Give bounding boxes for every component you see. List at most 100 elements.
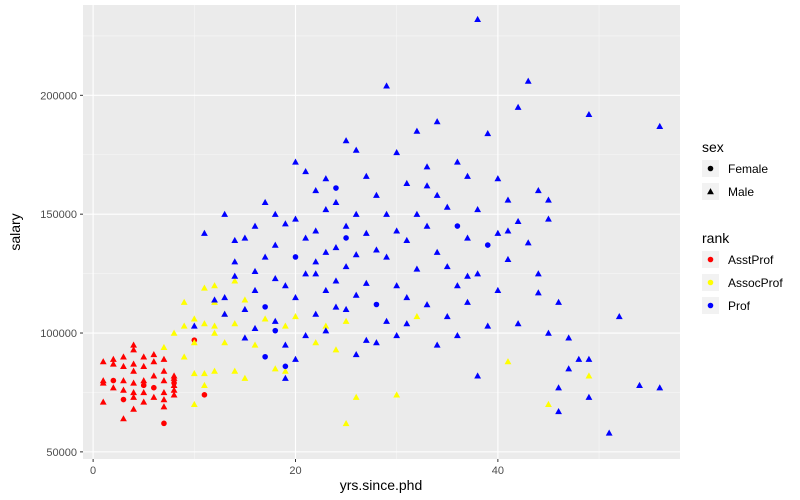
data-point-prof-male <box>281 374 289 381</box>
data-point-prof-male <box>484 322 492 329</box>
data-point-prof-male <box>221 293 229 301</box>
data-point-prof-male <box>403 236 411 244</box>
data-point-assocprof-male <box>342 419 350 427</box>
data-point-prof-male <box>464 234 471 241</box>
data-point-prof-male <box>433 341 441 348</box>
y-tick-label: 200000 <box>40 90 77 102</box>
data-point-prof-male <box>332 277 340 284</box>
data-point-assocprof-male <box>190 315 198 322</box>
data-point-asstprof-male <box>140 377 148 384</box>
data-point-prof-male <box>332 303 340 310</box>
data-point-assocprof-male <box>160 343 168 351</box>
legend-title-sex: sex <box>702 139 724 155</box>
data-point-prof-male <box>545 196 552 203</box>
data-point-prof-male <box>494 286 502 293</box>
data-point-asstprof-male <box>120 415 127 422</box>
data-point-asstprof-male <box>150 358 158 365</box>
data-point-asstprof-male <box>130 389 137 396</box>
data-point-prof-male <box>362 172 370 179</box>
data-point-prof-male <box>362 229 370 236</box>
data-point-prof-male <box>251 267 259 274</box>
data-point-assocprof-male <box>251 341 259 348</box>
data-point-asstprof-male <box>160 377 168 384</box>
data-point-prof-male <box>342 222 350 229</box>
data-point-prof-male <box>241 334 249 341</box>
data-point-prof-male <box>281 341 289 348</box>
data-point-assocprof-male <box>504 358 512 365</box>
data-point-prof-male <box>322 175 330 182</box>
data-point-prof-male <box>524 77 532 84</box>
data-point-asstprof-male <box>109 355 117 362</box>
legend-label-asstprof: AsstProf <box>728 253 774 267</box>
data-point-prof-male <box>504 196 512 203</box>
legend-label-female: Female <box>728 162 768 176</box>
data-point-prof-male <box>403 179 411 186</box>
data-point-asstprof-male <box>170 372 178 379</box>
data-point-assocprof-male <box>342 317 350 324</box>
data-point-asstprof-male <box>140 353 148 360</box>
data-point-prof-male <box>292 215 299 222</box>
data-point-asstprof-male <box>120 386 127 393</box>
data-point-prof-male <box>271 274 279 282</box>
data-point-prof-male <box>241 234 249 241</box>
data-point-assocprof-male <box>221 339 229 346</box>
data-point-asstprof-male <box>160 389 168 396</box>
data-point-prof-male <box>383 210 390 217</box>
data-point-prof-male <box>261 198 269 206</box>
data-point-prof-male <box>514 103 522 110</box>
data-point-assocprof-male <box>180 298 188 305</box>
y-tick-label: 100000 <box>40 328 77 340</box>
axis-ticks <box>80 94 499 462</box>
data-point-prof-male <box>453 282 461 289</box>
data-point-prof-male <box>484 129 492 137</box>
data-point-prof-male <box>292 158 299 165</box>
legend-label-assocprof: AssocProf <box>728 276 783 290</box>
legend-label-prof: Prof <box>728 299 751 313</box>
data-point-prof-male <box>231 258 239 265</box>
data-point-prof-male <box>464 272 471 279</box>
data-point-asstprof-male <box>130 379 137 386</box>
data-point-prof-female <box>272 327 279 334</box>
data-points <box>99 15 664 436</box>
data-point-prof-male <box>585 393 593 400</box>
data-point-assocprof-male <box>281 367 289 374</box>
data-point-prof-male <box>474 206 482 213</box>
data-point-asstprof-male <box>130 341 137 348</box>
data-point-asstprof-male <box>160 396 168 403</box>
data-point-asstprof-female <box>140 382 147 389</box>
data-point-asstprof-male <box>140 398 148 405</box>
legend-marker-asstprof <box>707 256 714 263</box>
data-point-assocprof-male <box>585 372 593 379</box>
data-point-asstprof-male <box>99 377 107 384</box>
data-point-prof-male <box>393 331 401 339</box>
plot-panel <box>83 5 680 459</box>
data-point-assocprof-male <box>211 282 218 289</box>
data-point-prof-male <box>271 317 279 324</box>
data-point-prof-male <box>443 203 451 210</box>
data-point-assocprof-male <box>201 320 208 327</box>
data-point-prof-female <box>262 353 268 360</box>
x-tick-label: 20 <box>289 465 301 477</box>
data-point-asstprof-male <box>150 372 158 379</box>
data-point-prof-male <box>494 229 502 236</box>
data-point-asstprof-male <box>130 393 137 400</box>
data-point-prof-male <box>413 127 421 134</box>
data-point-prof-male <box>494 175 502 182</box>
data-point-assocprof-male <box>190 370 198 377</box>
data-point-assocprof-male <box>393 391 401 398</box>
data-point-prof-male <box>545 329 552 336</box>
data-point-assocprof-male <box>190 339 198 346</box>
data-point-asstprof-male <box>120 377 127 384</box>
data-point-prof-male <box>464 298 471 305</box>
data-point-prof-male <box>656 384 664 391</box>
data-point-prof-male <box>555 408 562 415</box>
data-point-prof-male <box>423 163 431 170</box>
data-point-prof-male <box>251 286 259 293</box>
data-point-prof-male <box>474 15 482 22</box>
data-point-prof-male <box>443 312 451 320</box>
data-point-asstprof-male <box>130 367 137 374</box>
data-point-asstprof-male <box>120 362 127 370</box>
legend-marker-female <box>707 165 714 172</box>
data-point-asstprof-male <box>120 353 127 360</box>
data-point-prof-male <box>241 305 249 312</box>
